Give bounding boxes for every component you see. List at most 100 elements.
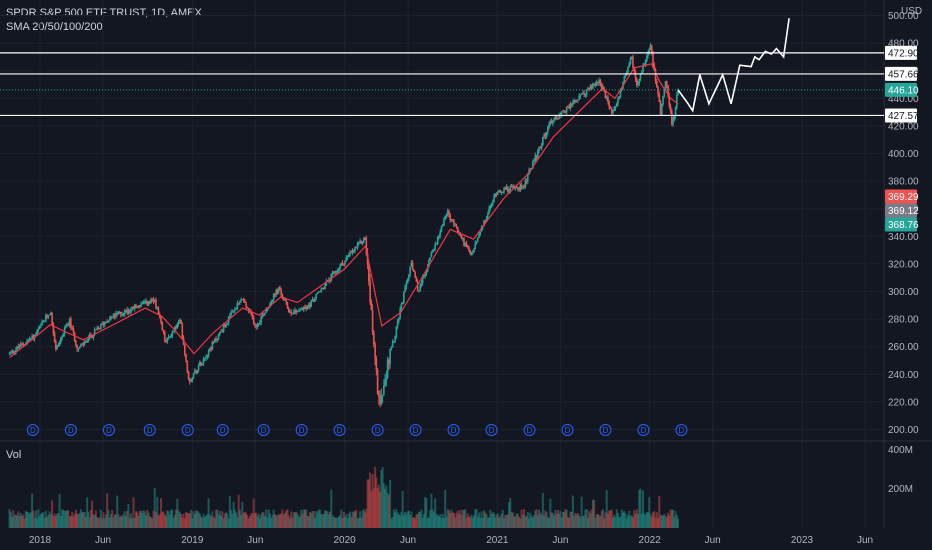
dividend-marker[interactable]: D [561,424,574,436]
dividend-marker[interactable]: D [181,424,194,436]
volume-bar [349,511,352,528]
volume-bar [22,514,25,528]
volume-bar [496,513,499,528]
volume-bar [321,514,324,528]
candle-body [65,326,67,328]
candle-body [265,309,267,313]
volume-bar [447,510,450,528]
candle-body [267,307,270,309]
dividend-marker[interactable]: D [64,424,77,436]
candle-body [391,342,394,348]
volume-bar [202,513,205,528]
time-axis[interactable]: 2018 Jun 2019 Jun 2020 Jun 2021 Jun 2022 Jun 2023 J… [29,535,873,546]
candle-body [215,338,217,341]
candle-body [506,186,509,192]
candle-body [97,327,100,329]
volume-bar [156,497,159,528]
candle-body [659,101,662,115]
volume-bar [231,513,234,528]
volume-bar [146,510,149,528]
volume-bar [498,517,501,528]
volume-bar [191,518,194,528]
x-tick-label: Jun [247,535,263,546]
volume-bar [11,516,14,528]
candle-body [181,323,184,338]
dividend-marker[interactable]: D [409,424,422,436]
dividend-marker[interactable]: D [599,424,612,436]
dividend-marker[interactable]: D [675,424,688,436]
volume-bar [51,500,54,528]
candle-body [299,309,301,312]
candle-body [284,299,286,301]
dividend-marker[interactable]: D [257,424,270,436]
dividend-marker[interactable]: D [143,424,156,436]
candle-body [125,309,127,311]
dividend-marker[interactable]: D [333,424,346,436]
dividend-marker[interactable]: D [295,424,308,436]
volume-bar [440,517,443,528]
volume-bar [663,513,666,528]
candle-body [647,53,649,56]
volume-bar [87,511,90,528]
candle-body [130,309,132,313]
volume-bar [336,517,339,528]
projection-drawing[interactable] [677,18,790,113]
volume-bar [16,515,19,528]
volume-bar [106,493,109,528]
indicator-label[interactable]: SMA 20/50/100/200 [6,21,103,33]
volume-bar [655,512,658,528]
volume-bar [345,513,348,528]
volume-bar [112,517,115,528]
candle-body [341,262,344,264]
volume-bar [390,518,393,528]
volume-bar [291,517,294,528]
candle-body [583,93,585,96]
dividend-marker[interactable]: D [371,424,384,436]
volume-bar [543,515,546,528]
candle-body [419,285,421,292]
volume-bar [369,472,372,528]
dividend-circle [409,424,422,436]
candle-body [508,191,510,193]
volume-bar [528,518,531,528]
candle-body [549,121,552,124]
dividend-marker[interactable]: D [485,424,498,436]
y-tick-label: 500.00 [888,11,919,22]
volume-bar [186,512,189,528]
volume-bar [658,496,661,528]
volume-bar [197,512,200,528]
volume-bar [380,470,383,528]
volume-bar [346,518,349,528]
dividend-label: D [220,426,226,435]
candle-body [445,214,448,217]
volume-bar [478,512,481,528]
volume-bar [121,516,124,528]
volume-bar [153,487,156,528]
dividend-marker[interactable]: D [216,424,229,436]
volume-bar [648,497,651,528]
volume-bar [618,517,621,528]
candle-body [336,270,339,273]
horizontal-levels[interactable] [0,52,884,117]
candle-body [597,82,599,83]
dividend-marker[interactable]: D [447,424,460,436]
volume-bar [529,512,532,528]
dividend-marker[interactable]: D [637,424,650,436]
volume-bar [550,512,553,528]
dividend-marker[interactable]: D [102,424,115,436]
candle-body [676,94,678,108]
dividend-circle [143,424,156,436]
candle-body [156,308,159,310]
volume-bar [331,515,334,528]
candle-body [515,186,518,189]
candle-body [667,85,669,96]
dividend-marker[interactable]: D [26,424,39,436]
dividend-marker[interactable]: D [523,424,536,436]
candle-body [455,225,458,228]
volume-bar [356,518,359,528]
candle-body [142,301,145,304]
candle-body [20,343,22,347]
volume-bar [203,516,206,528]
